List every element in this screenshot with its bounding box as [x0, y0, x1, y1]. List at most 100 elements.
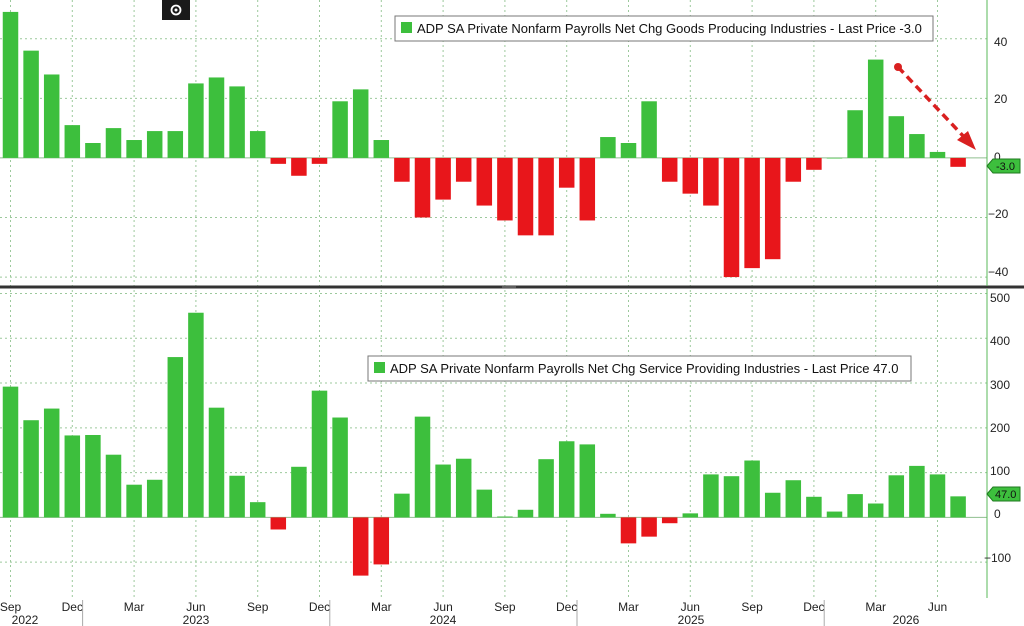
goods-bar — [538, 157, 554, 236]
bottom-y-tick: 400 — [990, 334, 1010, 348]
services-bar — [517, 509, 534, 518]
x-tick-label: Jun — [433, 600, 452, 614]
services-bar — [909, 465, 925, 518]
services-bar — [888, 475, 905, 518]
goods-bar — [867, 59, 884, 158]
x-tick-label: Mar — [124, 600, 145, 614]
services-bar — [455, 458, 472, 518]
goods-producing-bars — [2, 11, 966, 278]
goods-bar — [806, 157, 822, 170]
x-tick-label: Jun — [186, 600, 205, 614]
goods-bar — [188, 83, 204, 158]
services-bar — [641, 517, 657, 537]
goods-bar — [43, 74, 60, 158]
dashed-arrow-annotation — [894, 63, 976, 150]
services-bar — [744, 460, 760, 518]
goods-bar — [2, 11, 19, 158]
goods-bar — [105, 128, 122, 158]
services-bar — [2, 386, 19, 518]
top-y-tick: −20 — [988, 207, 1009, 221]
services-bar — [85, 434, 101, 518]
bottom-y-tick: 100 — [990, 464, 1010, 478]
top-y-tick: 40 — [994, 35, 1008, 49]
services-bar — [332, 417, 348, 518]
settings-circle-icon[interactable] — [162, 0, 190, 20]
services-bar — [23, 420, 39, 518]
services-bar — [146, 479, 163, 518]
goods-bar — [229, 86, 245, 158]
x-tick-label: Dec — [556, 600, 577, 614]
services-bar — [682, 513, 699, 518]
x-tick-label: Mar — [618, 600, 639, 614]
goods-bar — [270, 157, 287, 164]
goods-bar — [352, 89, 369, 158]
services-bar — [208, 407, 225, 518]
goods-bar — [641, 101, 657, 158]
services-bar — [497, 516, 513, 518]
x-tick-label: Sep — [494, 600, 516, 614]
services-bar — [126, 484, 142, 518]
x-tick-label: Jun — [681, 600, 700, 614]
top-y-tick: 20 — [994, 92, 1008, 106]
top-last-value-tag: -3.0 — [986, 158, 1021, 174]
top-y-tick: −40 — [988, 265, 1009, 279]
goods-bar — [579, 157, 596, 221]
services-bar — [579, 444, 596, 518]
services-bar — [558, 441, 575, 518]
services-bar — [311, 390, 328, 518]
top-last-value-label: -3.0 — [996, 161, 1015, 173]
goods-bar — [435, 157, 451, 200]
top-legend-swatch — [401, 22, 412, 33]
goods-bar — [414, 157, 431, 218]
goods-bar — [23, 50, 39, 158]
bottom-legend-label: ADP SA Private Nonfarm Payrolls Net Chg … — [390, 361, 898, 376]
x-year-label: 2023 — [183, 613, 210, 626]
goods-bar — [826, 157, 843, 159]
bottom-y-tick: 200 — [990, 421, 1010, 435]
bottom-last-value-tag: 47.0 — [986, 486, 1021, 502]
services-bar — [435, 464, 451, 518]
services-bar — [703, 474, 719, 518]
goods-bar — [600, 137, 616, 158]
services-bar — [785, 480, 802, 518]
services-bar — [229, 475, 245, 518]
goods-bar — [167, 131, 184, 158]
goods-bar — [950, 157, 966, 167]
services-bar — [826, 511, 843, 518]
bottom-y-tick: 300 — [990, 378, 1010, 392]
services-bar — [929, 474, 946, 518]
goods-bar — [764, 157, 781, 260]
x-year-label: 2022 — [12, 613, 39, 626]
goods-bar — [64, 125, 81, 158]
bottom-y-tick: −100 — [984, 551, 1011, 565]
x-tick-label: Jun — [928, 600, 947, 614]
bottom-last-value-label: 47.0 — [995, 489, 1016, 501]
services-bar — [188, 312, 204, 518]
services-bar — [950, 496, 966, 518]
services-bar — [249, 502, 266, 518]
goods-bar — [85, 143, 101, 158]
goods-bar — [455, 157, 472, 182]
goods-bar — [291, 157, 307, 176]
bottom-legend-swatch — [374, 362, 385, 373]
x-tick-label: Sep — [0, 600, 21, 614]
x-year-label: 2024 — [430, 613, 457, 626]
services-bar — [167, 357, 184, 518]
services-bar — [476, 489, 493, 518]
goods-bar — [661, 157, 678, 182]
x-tick-label: Sep — [741, 600, 763, 614]
gridlines — [0, 0, 987, 598]
services-bar — [291, 466, 307, 518]
goods-bar — [703, 157, 719, 206]
goods-bar — [394, 157, 410, 182]
top-legend: ADP SA Private Nonfarm Payrolls Net Chg … — [394, 15, 934, 42]
x-tick-label: Mar — [865, 600, 886, 614]
bottom-legend: ADP SA Private Nonfarm Payrolls Net Chg … — [367, 355, 912, 382]
services-bar — [270, 517, 287, 530]
top-y-axis: 40 20 0 −20 −40 — [988, 35, 1009, 279]
services-bar — [352, 517, 369, 576]
goods-bar — [682, 157, 699, 194]
services-bar — [806, 496, 822, 518]
goods-bar — [497, 157, 513, 221]
